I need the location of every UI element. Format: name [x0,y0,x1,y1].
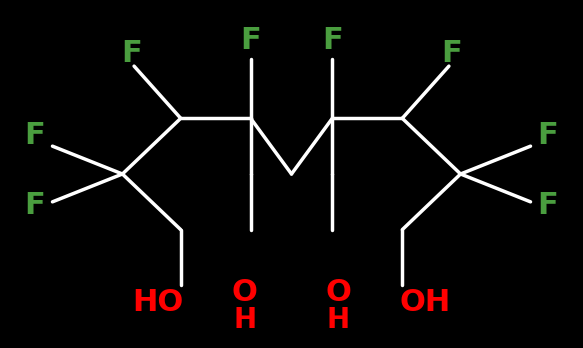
Text: OH: OH [400,288,451,317]
Text: F: F [538,121,559,150]
Text: H: H [326,306,350,334]
Text: H: H [233,306,257,334]
Text: F: F [24,191,45,220]
Text: F: F [24,121,45,150]
Text: HO: HO [132,288,183,317]
Text: F: F [538,191,559,220]
Text: O: O [232,278,258,307]
Text: O: O [325,278,351,307]
Text: F: F [121,39,142,69]
Text: F: F [441,39,462,69]
Text: F: F [322,25,343,55]
Text: F: F [240,25,261,55]
